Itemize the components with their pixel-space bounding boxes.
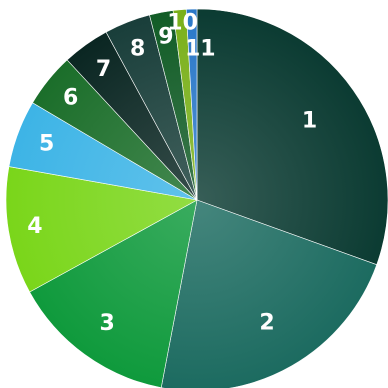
pie-slice-label-3: 3 bbox=[100, 311, 115, 336]
pie-slice-1 bbox=[196, 8, 388, 266]
pie-slice-11 bbox=[185, 8, 198, 201]
pie-slice-label-11: 11 bbox=[185, 37, 216, 62]
pie-slice-label-4: 4 bbox=[27, 214, 42, 239]
pie-slice-label-9: 9 bbox=[158, 24, 173, 49]
pie-slice-3 bbox=[29, 199, 198, 388]
pie-slice-2 bbox=[160, 199, 378, 388]
pie-slice-label-8: 8 bbox=[130, 36, 145, 61]
pie-slice-4 bbox=[5, 166, 198, 293]
pie-slice-label-5: 5 bbox=[39, 132, 54, 157]
pie-slice-label-6: 6 bbox=[63, 86, 78, 111]
pie-slice-label-1: 1 bbox=[302, 108, 317, 133]
pie-slices bbox=[5, 8, 388, 388]
pie-slice-label-10: 10 bbox=[167, 11, 198, 36]
pie-slice-label-7: 7 bbox=[96, 57, 111, 82]
pie-slice-label-2: 2 bbox=[259, 310, 274, 335]
